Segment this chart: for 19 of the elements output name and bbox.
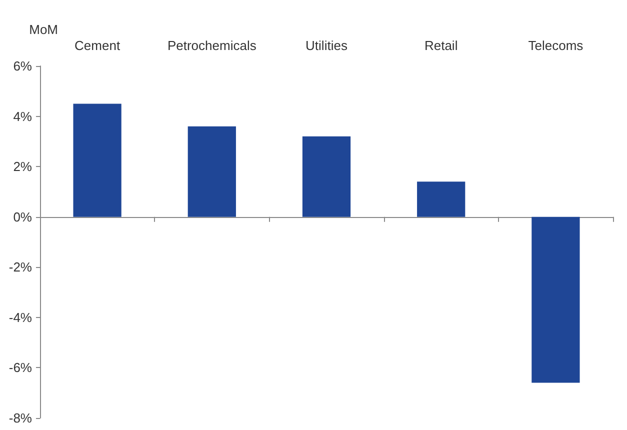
y-tick-label: -2% (8, 260, 32, 275)
y-tick-label: -8% (8, 410, 32, 426)
bar (73, 104, 122, 217)
y-tick-label: 6% (13, 58, 32, 74)
bar (188, 126, 236, 217)
bar (532, 216, 580, 383)
y-tick-label: 4% (13, 108, 32, 124)
x-tick-label: Utilities (306, 38, 348, 53)
bar (417, 182, 466, 217)
y-tick-label: -4% (8, 310, 32, 325)
x-tick-label: Cement (74, 38, 120, 53)
y-tick-label: 0% (13, 209, 32, 224)
x-tick-label: Telecoms (528, 38, 584, 53)
y-tick-label: 2% (13, 159, 32, 174)
x-tick-label: Petrochemicals (167, 38, 257, 53)
y-tick-label: -6% (8, 360, 32, 376)
y-axis-title: MoM (29, 22, 58, 37)
bar (302, 136, 351, 217)
x-tick-label: Retail (424, 38, 458, 53)
